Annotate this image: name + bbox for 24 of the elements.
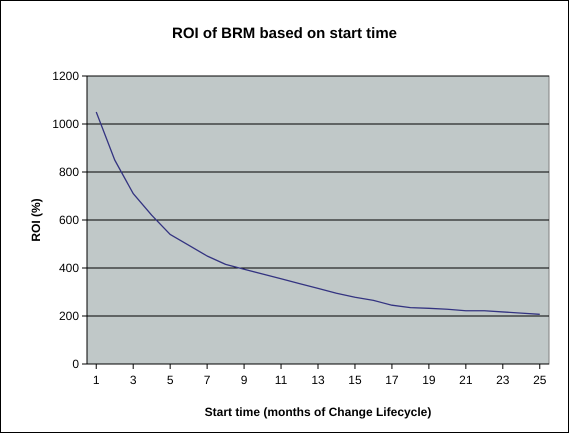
x-axis-title: Start time (months of Change Lifecycle)	[204, 405, 432, 419]
x-tick-label: 7	[204, 373, 211, 387]
y-axis-title: ROI (%)	[29, 198, 43, 242]
x-tick-label: 15	[348, 373, 362, 387]
x-tick-label: 13	[311, 373, 325, 387]
y-tick-label: 600	[58, 213, 80, 228]
y-tick-label: 0	[72, 357, 80, 372]
x-tick-label: 21	[459, 373, 473, 387]
y-tick-label: 1200	[52, 69, 80, 84]
x-tick-label: 3	[130, 373, 137, 387]
x-tick-label: 5	[166, 373, 174, 387]
line-series	[96, 111, 540, 315]
x-tick-label: 9	[240, 373, 248, 387]
y-tick-label: 1000	[52, 117, 80, 132]
y-tick-label: 400	[58, 261, 80, 276]
y-tick-label: 200	[58, 309, 80, 324]
x-tick-label: 11	[274, 373, 288, 387]
x-tick-label: 23	[496, 373, 510, 387]
x-tick-label: 17	[385, 373, 399, 387]
x-tick-label: 25	[533, 373, 547, 387]
chart-title: ROI of BRM based on start time	[172, 25, 398, 42]
x-tick-label: 1	[92, 373, 100, 387]
y-tick-label: 800	[58, 165, 80, 180]
x-tick-label: 19	[422, 373, 436, 387]
